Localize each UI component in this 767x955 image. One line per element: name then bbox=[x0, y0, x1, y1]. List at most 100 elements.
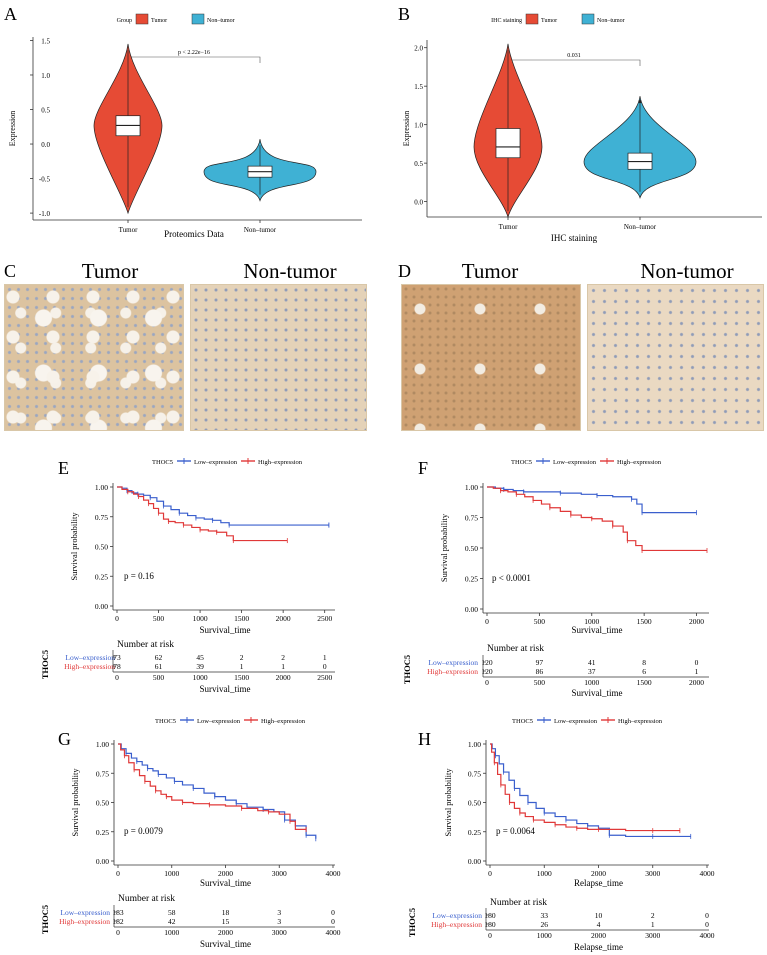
risk-count: 97 bbox=[536, 658, 544, 667]
y-axis-title: Survival probability bbox=[443, 768, 453, 837]
panel-label-e: E bbox=[58, 458, 69, 478]
risk-count: 86 bbox=[536, 667, 544, 676]
risk-group-label: High–expression bbox=[64, 662, 115, 671]
y-tick-label: 1.0 bbox=[41, 72, 50, 80]
risk-count: 2 bbox=[240, 653, 244, 662]
significance-label: 0.031 bbox=[567, 53, 581, 59]
x-tick-label: Tumor bbox=[119, 226, 138, 234]
legend-label: Non–tumor bbox=[597, 18, 625, 24]
p-value-label: p = 0.16 bbox=[124, 571, 154, 581]
x-axis-title: Survival_time bbox=[572, 625, 623, 635]
legend-label: High–expression bbox=[618, 718, 663, 725]
legend-label: Low–expression bbox=[553, 459, 597, 466]
x-tick-label: 2500 bbox=[317, 614, 332, 623]
y-tick-label: 0.25 bbox=[468, 828, 481, 837]
risk-count: 0 bbox=[323, 662, 327, 671]
y-axis-title: Survival probability bbox=[439, 513, 449, 582]
y-tick-label: 1.00 bbox=[468, 740, 481, 749]
risk-count: 41 bbox=[588, 658, 596, 667]
risk-group-label: Low–expression bbox=[65, 653, 115, 662]
y-tick-label: 0.25 bbox=[465, 575, 478, 584]
risk-count: 2 bbox=[651, 911, 655, 920]
y-tick-label: 0.50 bbox=[96, 799, 109, 808]
km-curve-high bbox=[117, 486, 288, 542]
risk-group-label: High–expression bbox=[427, 667, 478, 676]
panel-label-c: C bbox=[4, 261, 16, 281]
y-tick-label: 0.75 bbox=[96, 769, 109, 778]
y-tick-label: 1.5 bbox=[414, 83, 423, 91]
p-value-label: p < 0.0001 bbox=[492, 573, 531, 583]
y-tick-label: 1.00 bbox=[95, 483, 108, 492]
risk-count: 37 bbox=[588, 667, 596, 676]
risk-x-axis-title: Relapse_time bbox=[574, 942, 623, 952]
x-tick-label: 3000 bbox=[645, 869, 660, 878]
y-tick-label: 1.00 bbox=[465, 483, 478, 492]
risk-count: 0 bbox=[705, 920, 709, 929]
x-tick-label: 2000 bbox=[689, 617, 704, 626]
risk-count: 120 bbox=[481, 667, 493, 676]
y-axis-title: Survival probability bbox=[69, 512, 79, 581]
risk-count: 0 bbox=[331, 908, 335, 917]
x-tick-label: 0 bbox=[485, 617, 489, 626]
y-tick-label: 1.00 bbox=[96, 740, 109, 749]
y-axis-title: Expression bbox=[8, 111, 17, 147]
risk-x-tick-label: 0 bbox=[488, 931, 492, 940]
legend-swatch bbox=[191, 13, 205, 25]
risk-group-label: Low–expression bbox=[432, 911, 482, 920]
risk-count: 6 bbox=[642, 667, 646, 676]
y-tick-label: 0.00 bbox=[468, 857, 481, 866]
legend-swatch bbox=[525, 13, 539, 25]
legend-title: THOC5 bbox=[511, 459, 532, 466]
risk-count: 1 bbox=[281, 662, 285, 671]
y-tick-label: -1.0 bbox=[39, 210, 51, 218]
ihc-title-d-nontumor: Non-tumor bbox=[640, 259, 733, 283]
y-tick-label: 0.75 bbox=[468, 769, 481, 778]
legend-label: Tumor bbox=[151, 18, 167, 24]
significance-label: p < 2.22e−16 bbox=[178, 50, 210, 56]
y-tick-label: 0.50 bbox=[95, 543, 108, 552]
risk-count: 39 bbox=[196, 662, 204, 671]
risk-count: 4 bbox=[597, 920, 601, 929]
risk-x-tick-label: 500 bbox=[534, 678, 546, 687]
legend-label: Non–tumor bbox=[207, 18, 235, 24]
legend-label: Low–expression bbox=[554, 718, 598, 725]
y-tick-label: 0.50 bbox=[468, 799, 481, 808]
x-axis-title: Proteomics Data bbox=[164, 229, 224, 239]
p-value-label: p = 0.0064 bbox=[496, 826, 535, 836]
y-tick-label: 0.25 bbox=[95, 572, 108, 581]
risk-count: 1 bbox=[695, 667, 699, 676]
risk-count: 3 bbox=[277, 908, 281, 917]
risk-x-tick-label: 0 bbox=[485, 678, 489, 687]
ihc-image-c-tumor bbox=[4, 284, 184, 431]
risk-count: 62 bbox=[155, 653, 163, 662]
y-tick-label: 0.5 bbox=[414, 160, 423, 168]
x-tick-label: 0 bbox=[488, 869, 492, 878]
x-tick-label: 2000 bbox=[276, 614, 291, 623]
legend-label: Tumor bbox=[541, 18, 557, 24]
panel-label-g: G bbox=[58, 729, 71, 749]
risk-x-tick-label: 1000 bbox=[164, 928, 179, 937]
km-curve-high bbox=[490, 743, 680, 832]
x-tick-label: 1000 bbox=[164, 869, 179, 878]
risk-table-title: Number at risk bbox=[487, 644, 544, 654]
legend-label: Low–expression bbox=[197, 718, 241, 725]
x-tick-label: 2000 bbox=[218, 869, 233, 878]
risk-x-tick-label: 2000 bbox=[218, 928, 233, 937]
legend-title: THOC5 bbox=[152, 459, 173, 466]
legend-label: High–expression bbox=[258, 459, 303, 466]
legend-swatch bbox=[581, 13, 595, 25]
risk-x-tick-label: 3000 bbox=[272, 928, 287, 937]
risk-x-tick-label: 1000 bbox=[193, 673, 208, 682]
y-tick-label: 0.0 bbox=[414, 199, 423, 207]
risk-x-tick-label: 1000 bbox=[537, 931, 552, 940]
risk-x-tick-label: 2000 bbox=[276, 673, 291, 682]
ihc-image-d-nontumor bbox=[587, 284, 764, 431]
risk-table-title: Number at risk bbox=[118, 894, 175, 904]
legend-title: IHC staining bbox=[491, 18, 522, 24]
risk-count: 33 bbox=[541, 911, 549, 920]
x-tick-label: 1000 bbox=[584, 617, 599, 626]
risk-group-label: Low–expression bbox=[428, 658, 478, 667]
risk-group-label: High–expression bbox=[431, 920, 482, 929]
ihc-image-c-nontumor bbox=[190, 284, 367, 431]
x-tick-label: Non–tumor bbox=[624, 223, 657, 231]
